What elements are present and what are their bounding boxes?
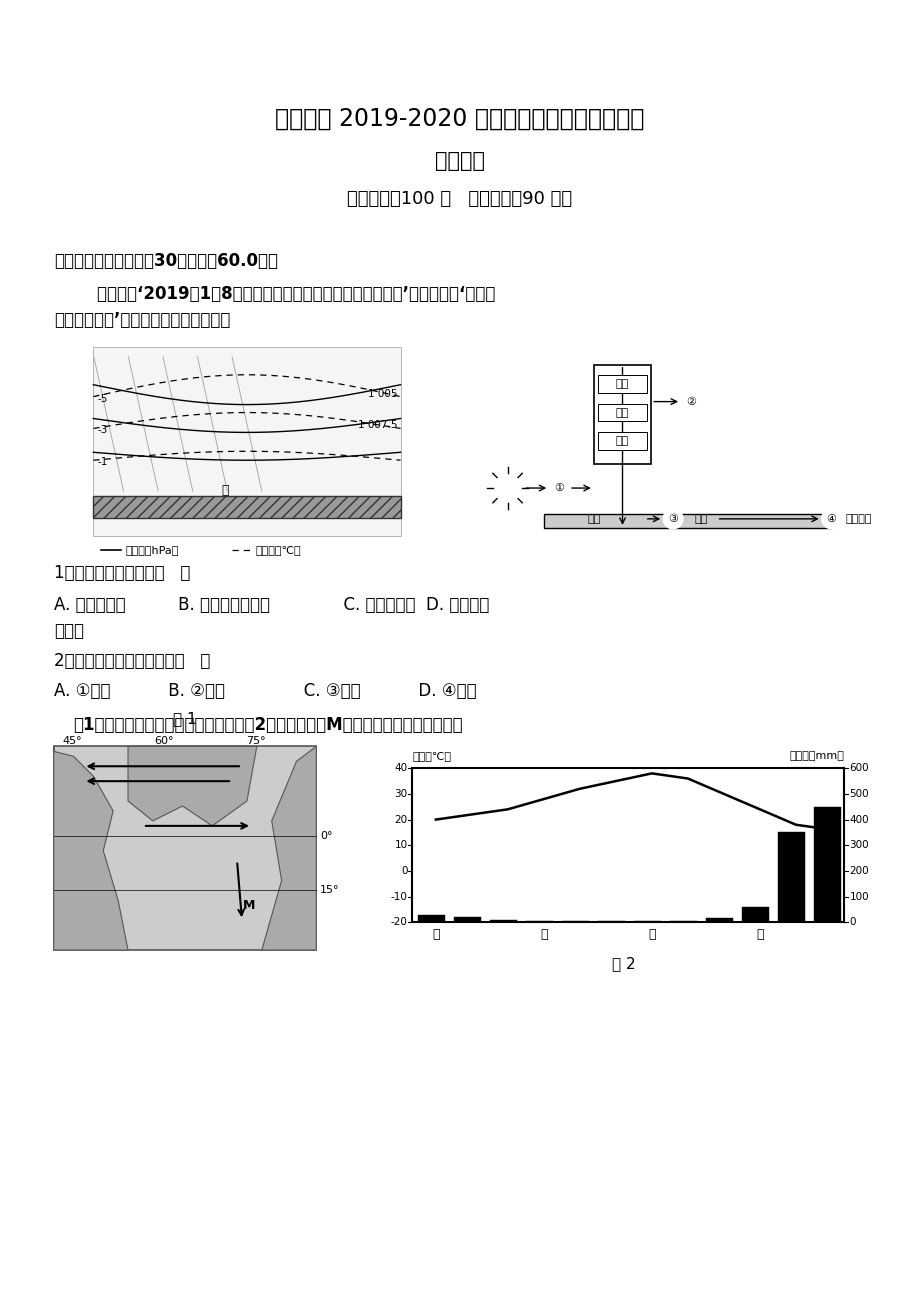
Text: -20: -20 xyxy=(391,917,407,927)
Text: 散射: 散射 xyxy=(615,436,629,447)
Text: 压控制: 压控制 xyxy=(53,622,84,641)
Text: 丁: 丁 xyxy=(755,928,763,940)
Text: 300: 300 xyxy=(848,840,868,850)
Text: 图1为某海域某季节洋流分布示意图，图2为该海域沿岸M地气候资料图。读图完成下: 图1为某海域某季节洋流分布示意图，图2为该海域沿岸M地气候资料图。读图完成下 xyxy=(74,716,462,733)
Text: A. 受气旋控制          B. 受台风系统影响              C. 受冷锋影响  D. 受亚洲高: A. 受气旋控制 B. 受台风系统影响 C. 受冷锋影响 D. 受亚洲高 xyxy=(53,596,489,615)
Text: 10: 10 xyxy=(394,840,407,850)
Text: ①: ① xyxy=(553,483,563,493)
Text: 地面: 地面 xyxy=(586,514,600,523)
Text: -3: -3 xyxy=(97,426,108,435)
Text: 30: 30 xyxy=(394,789,407,799)
Text: 0°: 0° xyxy=(320,831,333,841)
Text: 1、该日，甲地最可能（   ）: 1、该日，甲地最可能（ ） xyxy=(53,565,190,582)
Bar xyxy=(597,375,647,393)
Text: 反射: 反射 xyxy=(615,408,629,418)
Text: 等温面（℃）: 等温面（℃） xyxy=(255,544,301,555)
Circle shape xyxy=(680,392,700,411)
Circle shape xyxy=(549,478,568,497)
Text: 600: 600 xyxy=(848,763,868,773)
Text: 400: 400 xyxy=(848,815,868,824)
Text: 500: 500 xyxy=(848,789,868,799)
Text: -1: -1 xyxy=(97,457,108,467)
Text: M: M xyxy=(243,898,255,911)
Bar xyxy=(705,918,732,922)
Text: 大气: 大气 xyxy=(694,514,708,523)
Text: 45°: 45° xyxy=(62,737,82,746)
Text: 吸收: 吸收 xyxy=(615,379,629,389)
Text: 下左图为‘2019年1月8日我国某地气温和气压垂直变化示意图’，下右图为‘大气受: 下左图为‘2019年1月8日我国某地气温和气压垂直变化示意图’，下右图为‘大气受 xyxy=(74,285,494,303)
Circle shape xyxy=(821,509,841,529)
Text: 2、与周围地区相比，甲地（   ）: 2、与周围地区相比，甲地（ ） xyxy=(53,652,210,671)
Text: 气温（℃）: 气温（℃） xyxy=(412,751,451,762)
Text: 200: 200 xyxy=(848,866,868,876)
Bar xyxy=(93,346,400,535)
Text: 图 1: 图 1 xyxy=(173,711,197,727)
Text: ②: ② xyxy=(686,397,695,406)
Text: 0: 0 xyxy=(848,917,855,927)
Text: A. ①较强           B. ②较强               C. ③较强           D. ④较强: A. ①较强 B. ②较强 C. ③较强 D. ④较强 xyxy=(53,682,476,699)
Bar xyxy=(597,432,647,450)
Text: ③: ③ xyxy=(667,514,677,523)
Bar xyxy=(489,919,516,922)
Bar xyxy=(453,917,481,922)
Bar xyxy=(741,907,768,922)
Text: 丙: 丙 xyxy=(647,928,655,940)
Text: 宇宙空间: 宇宙空间 xyxy=(845,514,871,523)
Text: 甲: 甲 xyxy=(221,483,229,496)
Text: 一、单选题（本大题內30小题，內60.0分）: 一、单选题（本大题內30小题，內60.0分） xyxy=(53,251,278,270)
Text: 40: 40 xyxy=(394,763,407,773)
Text: 75°: 75° xyxy=(246,737,266,746)
Bar xyxy=(53,746,316,950)
Text: 降水量（mm）: 降水量（mm） xyxy=(789,751,844,762)
Text: 20: 20 xyxy=(394,815,407,824)
Text: 1 007.5: 1 007.5 xyxy=(357,419,397,430)
Text: 15°: 15° xyxy=(320,885,339,896)
Bar xyxy=(813,807,840,922)
Text: 1 005: 1 005 xyxy=(368,389,397,398)
Text: 60°: 60° xyxy=(154,737,174,746)
Text: 泉港一中 2019-2020 学年上学期第二次月考试卷: 泉港一中 2019-2020 学年上学期第二次月考试卷 xyxy=(275,107,644,130)
Bar xyxy=(593,365,651,465)
Text: 等压面（hPa）: 等压面（hPa） xyxy=(125,544,178,555)
Text: 高一地理: 高一地理 xyxy=(435,151,484,171)
Text: ④: ④ xyxy=(825,514,835,523)
Bar xyxy=(544,514,831,527)
Bar xyxy=(417,914,445,922)
Text: 热过程示意图’。读图，回答下面小题。: 热过程示意图’。读图，回答下面小题。 xyxy=(53,311,230,329)
Text: -5: -5 xyxy=(97,393,108,404)
Bar xyxy=(93,496,400,518)
Polygon shape xyxy=(262,746,316,950)
Polygon shape xyxy=(128,746,256,825)
Text: 试卷满分：100 分   考试时间：90 分钟: 试卷满分：100 分 考试时间：90 分钟 xyxy=(347,190,572,208)
Polygon shape xyxy=(53,746,128,950)
Text: 100: 100 xyxy=(848,892,868,901)
Circle shape xyxy=(663,509,682,529)
Bar xyxy=(777,832,804,922)
Bar xyxy=(597,404,647,422)
Text: 甲: 甲 xyxy=(432,928,439,940)
Circle shape xyxy=(494,475,520,501)
Text: 乙: 乙 xyxy=(539,928,547,940)
Text: -10: -10 xyxy=(391,892,407,901)
Text: 图 2: 图 2 xyxy=(611,957,635,971)
Text: 0: 0 xyxy=(401,866,407,876)
